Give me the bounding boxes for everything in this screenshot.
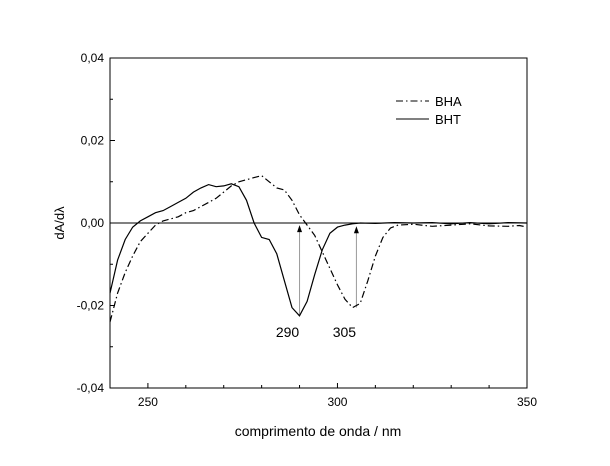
y-tick-label: 0,00: [81, 216, 105, 230]
y-axis-label: dA/dλ: [52, 206, 67, 240]
series-line-bha: [109, 174, 528, 323]
y-tick-label: -0,02: [77, 299, 105, 313]
legend: BHA BHT: [390, 88, 472, 128]
annotation-label: 305: [333, 324, 357, 340]
y-tick-label: 0,04: [81, 51, 105, 65]
x-tick-label: 250: [138, 395, 158, 409]
legend-label-bht: BHT: [435, 112, 461, 127]
x-tick-label: 350: [517, 395, 537, 409]
y-tick-label: -0,04: [77, 381, 105, 395]
annotation-arrowhead: [297, 225, 303, 233]
series-group: [109, 174, 528, 323]
y-tick-label: 0,02: [81, 134, 105, 148]
annotation-arrowhead: [353, 226, 359, 234]
x-tick-label: 300: [327, 395, 347, 409]
x-axis-label: comprimento de onda / nm: [235, 423, 402, 439]
annotation-label: 290: [276, 324, 300, 340]
series-line-bht: [109, 183, 528, 317]
annotation-group: 290 305: [276, 225, 359, 340]
tick-group: 250 300 350 0,04 0,02 0,00 -0,02 -0,04: [77, 51, 538, 409]
legend-box: [390, 88, 472, 128]
legend-label-bha: BHA: [435, 94, 462, 109]
